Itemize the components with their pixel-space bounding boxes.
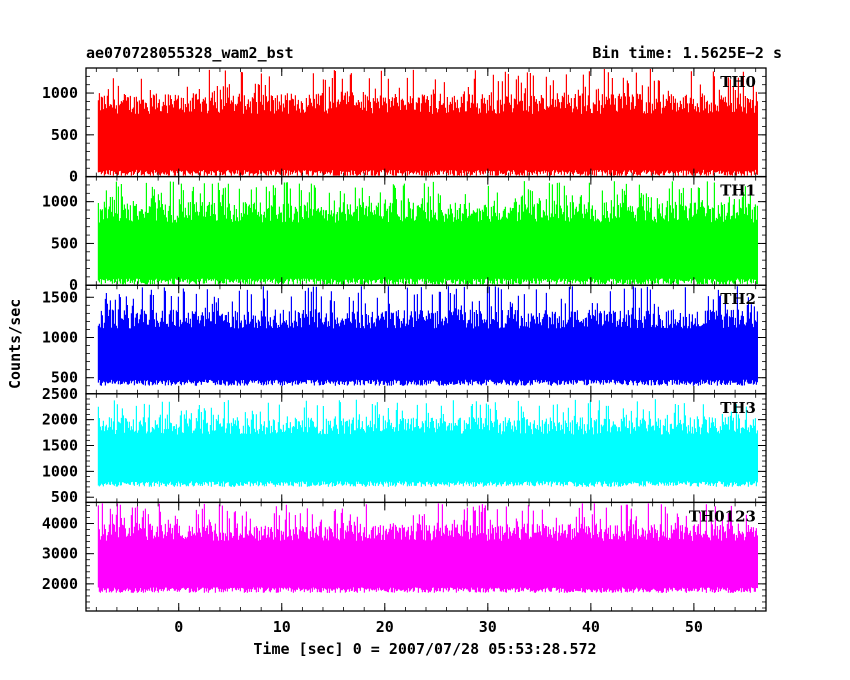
series-label-th1: TH1: [720, 182, 756, 200]
y-tick-label: 1000: [42, 462, 78, 480]
series-label-th0123: TH0123: [689, 507, 756, 525]
y-tick-label: 1000: [42, 193, 78, 211]
y-tick-label: 1000: [42, 328, 78, 346]
y-tick-label: 4000: [42, 515, 78, 533]
x-tick-label: 20: [376, 618, 394, 636]
series-line-th0123: [97, 503, 758, 593]
y-tick-label: 500: [51, 369, 78, 387]
x-tick-label: 30: [479, 618, 497, 636]
chart-title-left: ae070728055328_wam2_bst: [86, 44, 294, 62]
x-tick-label: 40: [582, 618, 600, 636]
series-label-th3: TH3: [720, 399, 756, 417]
series-line-th0: [97, 69, 758, 176]
y-tick-label: 2000: [42, 411, 78, 429]
y-tick-label: 3000: [42, 545, 78, 563]
y-tick-label: 1500: [42, 288, 78, 306]
series-line-th3: [97, 399, 758, 487]
y-tick-label: 2000: [42, 575, 78, 593]
series-label-th2: TH2: [720, 290, 756, 308]
y-tick-label: 0: [69, 168, 78, 186]
series-line-th1: [97, 181, 758, 285]
y-tick-label: 1500: [42, 437, 78, 455]
x-axis-label: Time [sec] 0 = 2007/07/28 05:53:28.572: [253, 640, 597, 658]
y-axis-label: Counts/sec: [6, 298, 24, 389]
chart-bin-time: Bin time: 1.5625E−2 s: [592, 44, 782, 62]
x-tick-label: 0: [174, 618, 183, 636]
y-tick-label: 0: [69, 276, 78, 294]
y-tick-label: 500: [51, 488, 78, 506]
series-line-th2: [97, 286, 758, 386]
y-tick-label: 500: [51, 234, 78, 252]
series-label-th0: TH0: [720, 73, 756, 91]
y-tick-label: 1000: [42, 84, 78, 102]
y-tick-label: 500: [51, 126, 78, 144]
y-tick-label: 2500: [42, 385, 78, 403]
x-tick-label: 10: [273, 618, 291, 636]
x-tick-label: 50: [685, 618, 703, 636]
